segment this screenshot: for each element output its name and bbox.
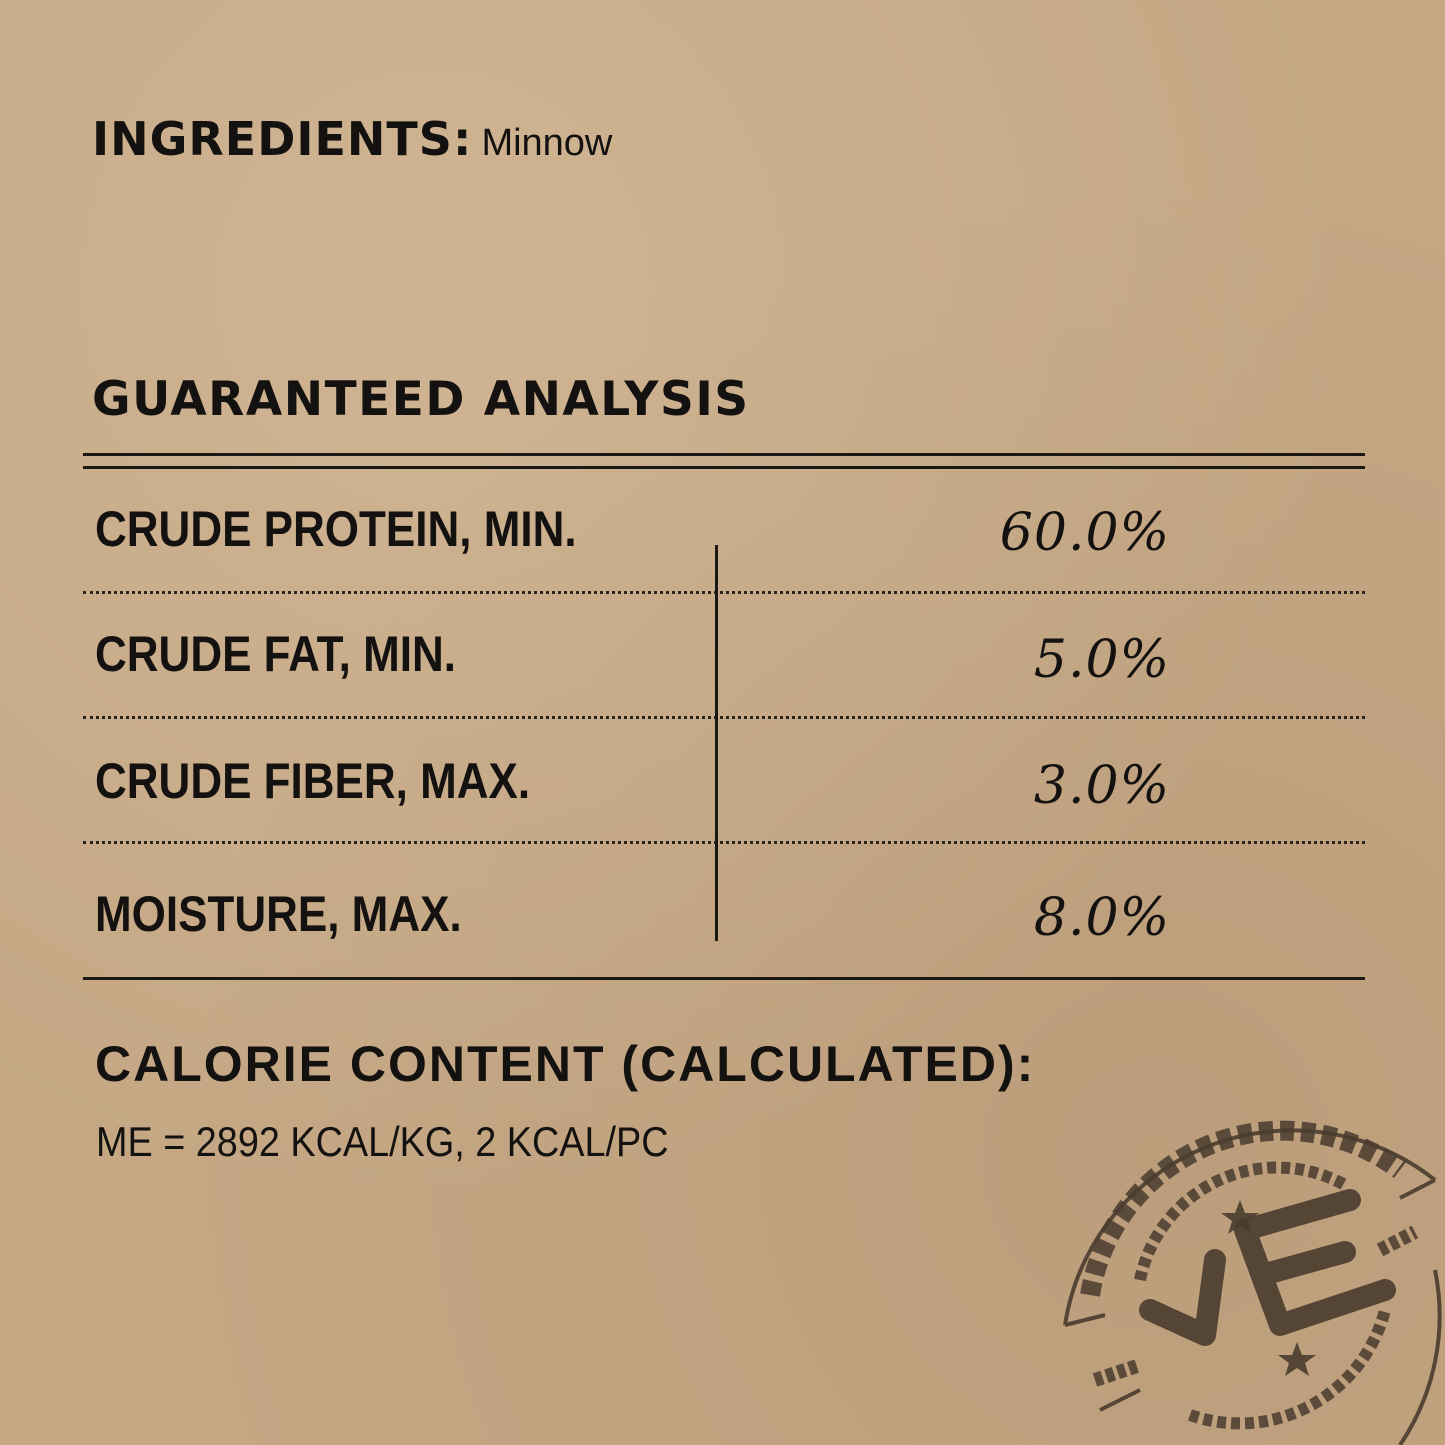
row-label-fat: CRUDE FAT, MIN. xyxy=(95,626,456,682)
row-divider xyxy=(83,716,1365,719)
column-divider xyxy=(715,545,718,941)
guaranteed-analysis-title: GUARANTEED ANALYSIS xyxy=(92,372,750,427)
ingredients-label: INGREDIENTS: xyxy=(92,112,473,166)
row-label-fiber: CRUDE FIBER, MAX. xyxy=(95,753,531,809)
row-value-protein: 60.0% xyxy=(999,503,1170,563)
row-value-fiber: 3.0% xyxy=(1033,756,1170,816)
row-divider xyxy=(83,841,1365,844)
row-divider xyxy=(83,591,1365,594)
ingredients-value: Minnow xyxy=(481,122,613,164)
table-top-rule-2 xyxy=(83,466,1365,469)
row-value-fat: 5.0% xyxy=(1033,630,1170,690)
table-bottom-rule xyxy=(83,977,1365,980)
row-value-moisture: 8.0% xyxy=(1033,888,1170,948)
ingredients-line: INGREDIENTS: Minnow xyxy=(92,112,612,166)
row-label-protein: CRUDE PROTEIN, MIN. xyxy=(95,501,577,557)
row-label-moisture: MOISTURE, MAX. xyxy=(95,886,462,942)
table-top-rule xyxy=(83,453,1365,456)
brand-stamp-logo xyxy=(1063,1120,1442,1445)
calorie-content-value: ME = 2892 KCAL/KG, 2 KCAL/PC xyxy=(96,1118,669,1165)
calorie-content-title: CALORIE CONTENT (CALCULATED): xyxy=(95,1036,1036,1092)
